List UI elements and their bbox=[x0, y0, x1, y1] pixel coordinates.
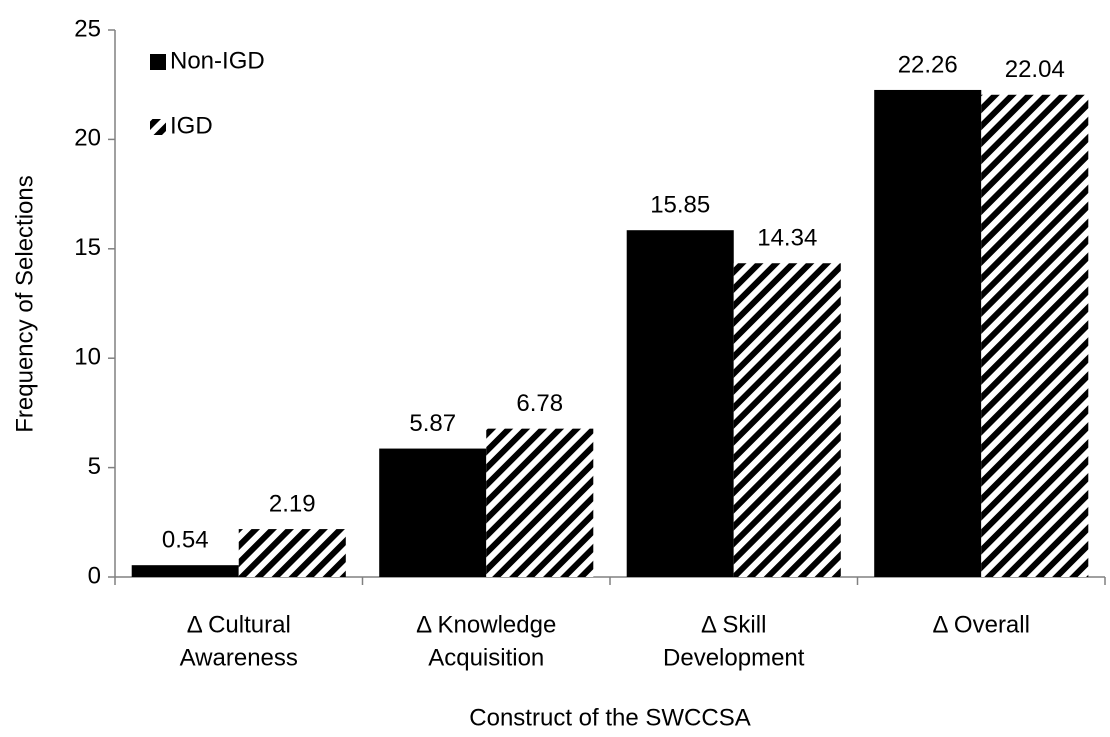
bar bbox=[733, 263, 841, 577]
data-label: 22.26 bbox=[898, 51, 958, 78]
legend-label: IGD bbox=[170, 112, 213, 139]
y-tick-label: 20 bbox=[74, 125, 101, 152]
data-label: 15.85 bbox=[650, 192, 710, 219]
x-tick-label: Development bbox=[663, 644, 805, 671]
data-label: 22.04 bbox=[1005, 56, 1065, 83]
x-tick-label: Awareness bbox=[180, 644, 298, 671]
data-label: 0.54 bbox=[162, 527, 209, 554]
bar bbox=[874, 89, 982, 577]
y-tick-label: 5 bbox=[88, 453, 101, 480]
y-axis-label: Frequency of Selections bbox=[11, 175, 38, 432]
data-label: 6.78 bbox=[516, 390, 563, 417]
legend-label: Non-IGD bbox=[170, 47, 265, 74]
bar bbox=[626, 230, 734, 577]
legend-swatch bbox=[150, 119, 166, 135]
data-label: 14.34 bbox=[757, 225, 817, 252]
bar bbox=[131, 565, 239, 577]
x-tick-label: Δ Cultural bbox=[187, 611, 291, 638]
x-axis-label: Construct of the SWCCSA bbox=[469, 704, 750, 731]
bar bbox=[238, 529, 346, 577]
y-tick-label: 10 bbox=[74, 344, 101, 371]
x-tick-label: Δ Overall bbox=[933, 611, 1030, 638]
y-tick-label: 0 bbox=[88, 562, 101, 589]
bar bbox=[486, 428, 594, 577]
x-tick-label: Δ Knowledge bbox=[416, 611, 556, 638]
data-label: 2.19 bbox=[269, 490, 316, 517]
bar bbox=[379, 448, 487, 577]
y-tick-label: 25 bbox=[74, 15, 101, 42]
legend-swatch bbox=[150, 54, 166, 70]
x-tick-label: Δ Skill bbox=[701, 611, 766, 638]
y-tick-label: 15 bbox=[74, 234, 101, 261]
data-label: 5.87 bbox=[409, 410, 456, 437]
x-tick-label: Acquisition bbox=[428, 644, 544, 671]
bar bbox=[981, 94, 1089, 577]
